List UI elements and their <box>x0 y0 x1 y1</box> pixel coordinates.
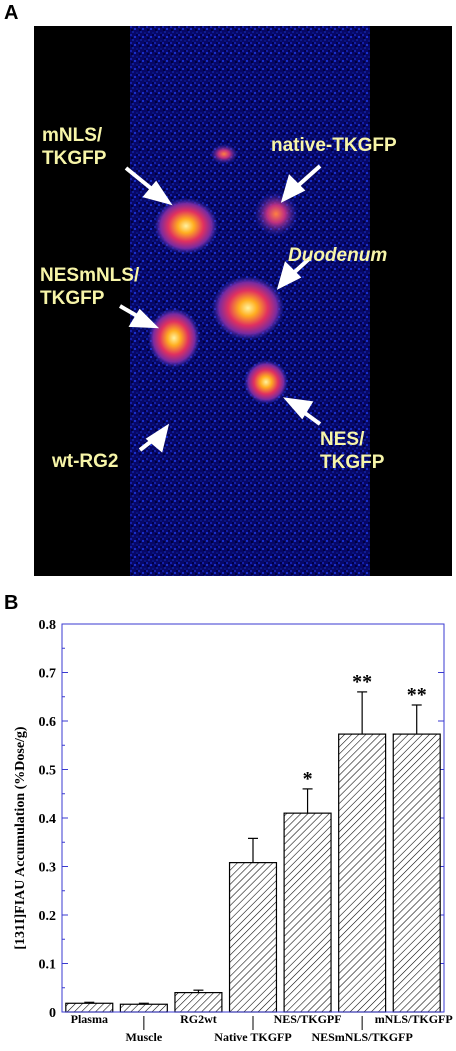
bar <box>174 992 223 1013</box>
category-label: Native TKGFP <box>214 1030 291 1044</box>
category-label: Plasma <box>71 1012 108 1026</box>
scintigraphy-image: mNLS/ TKGFP native-TKGFP Duodenum NESmNL… <box>34 26 452 576</box>
label-mnls-tkgfp: mNLS/ TKGFP <box>42 125 107 169</box>
significance-marker: ** <box>407 684 427 706</box>
y-tick-label: 0.5 <box>39 764 57 779</box>
y-tick-label: 0.8 <box>39 618 57 633</box>
bar <box>392 733 441 1013</box>
bar <box>338 733 387 1013</box>
y-tick-label: 0.2 <box>39 909 57 924</box>
significance-marker: ** <box>352 671 372 693</box>
y-tick-label: 0.7 <box>39 667 57 682</box>
label-native-tkgfp: native-TKGFP <box>271 135 397 156</box>
y-tick-label: 0.6 <box>39 715 57 730</box>
panel-b-letter: B <box>4 592 19 614</box>
scan-image-graphic <box>34 26 452 576</box>
panel-a-letter: A <box>4 2 19 24</box>
category-label: Muscle <box>126 1030 163 1044</box>
significance-marker: * <box>303 768 313 790</box>
y-axis-ticks: 0 0.1 0.2 0.3 0.4 0.5 0.6 0.7 0.8 <box>39 618 444 1021</box>
label-nes-tkgfp: NES/ TKGFP <box>320 429 385 473</box>
category-label: NES/TKGPF <box>274 1012 342 1026</box>
y-axis-label: [131I]FIAU Accumulation (%Dose/g) <box>13 726 28 950</box>
bar-chart: [131I]FIAU Accumulation (%Dose/g) 0 0.1 0.… <box>0 612 456 1046</box>
y-tick-label: 0.3 <box>39 861 57 876</box>
bar <box>228 862 278 1013</box>
label-duodenum: Duodenum <box>288 245 388 266</box>
category-label: NESmNLS/TKGFP <box>311 1030 412 1044</box>
y-tick-label: 0.1 <box>39 958 57 973</box>
bar-chart-svg: [131I]FIAU Accumulation (%Dose/g) 0 0.1 0.… <box>13 618 453 1044</box>
bar <box>283 812 332 1013</box>
bar <box>119 1003 168 1013</box>
category-labels: Plasma Muscle RG2wt Native TKGFP NES/TKGPF NE… <box>71 1012 453 1044</box>
label-nesmnls-tkgfp: NESmNLS/ TKGFP <box>40 265 140 309</box>
category-label: RG2wt <box>180 1012 217 1026</box>
label-wt-rg2: wt-RG2 <box>52 451 119 472</box>
plot-frame <box>61 623 445 1013</box>
y-tick-label: 0 <box>49 1006 56 1021</box>
bar <box>65 1002 114 1013</box>
bars: ***** <box>65 671 441 1013</box>
category-label: mNLS/TKGFP <box>375 1012 453 1026</box>
y-tick-label: 0.4 <box>39 812 57 827</box>
